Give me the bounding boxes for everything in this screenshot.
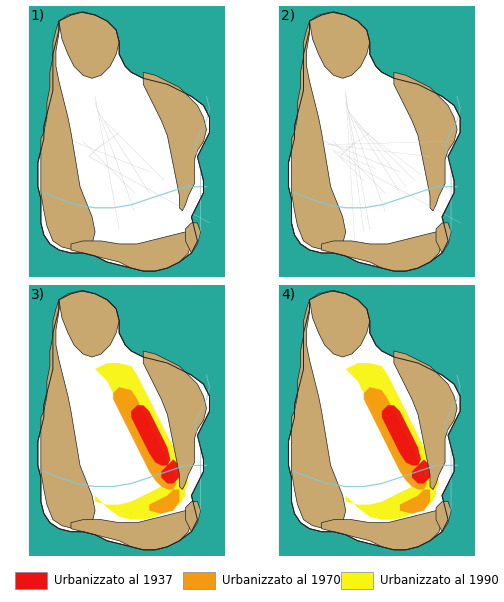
Polygon shape: [161, 459, 179, 483]
Polygon shape: [71, 232, 192, 271]
FancyBboxPatch shape: [183, 571, 215, 589]
Polygon shape: [95, 477, 185, 520]
Polygon shape: [131, 405, 170, 465]
Text: Urbanizzato al 1970: Urbanizzato al 1970: [222, 574, 341, 587]
Polygon shape: [400, 489, 430, 514]
Polygon shape: [41, 21, 95, 250]
Polygon shape: [143, 72, 207, 211]
Polygon shape: [143, 351, 207, 489]
Polygon shape: [185, 501, 201, 532]
Text: 3): 3): [31, 287, 45, 302]
Polygon shape: [59, 12, 119, 78]
Polygon shape: [436, 501, 451, 532]
Polygon shape: [288, 12, 460, 271]
Polygon shape: [29, 270, 239, 586]
Polygon shape: [38, 12, 210, 271]
Polygon shape: [364, 387, 427, 489]
Polygon shape: [149, 489, 179, 514]
Polygon shape: [71, 510, 192, 550]
Polygon shape: [279, 0, 490, 307]
Polygon shape: [346, 363, 439, 489]
Polygon shape: [309, 291, 370, 357]
Polygon shape: [59, 291, 119, 357]
Polygon shape: [346, 477, 436, 520]
Polygon shape: [382, 405, 421, 465]
Polygon shape: [41, 300, 95, 529]
Polygon shape: [394, 72, 457, 211]
Text: Urbanizzato al 1937: Urbanizzato al 1937: [54, 574, 173, 587]
FancyBboxPatch shape: [15, 571, 47, 589]
FancyBboxPatch shape: [341, 571, 373, 589]
Polygon shape: [185, 223, 201, 253]
Polygon shape: [288, 291, 460, 550]
Text: 2): 2): [281, 9, 295, 23]
Polygon shape: [95, 363, 188, 489]
Text: Urbanizzato al 1990: Urbanizzato al 1990: [381, 574, 499, 587]
Polygon shape: [412, 459, 430, 483]
Polygon shape: [322, 510, 442, 550]
Polygon shape: [113, 387, 176, 489]
Text: 1): 1): [31, 9, 45, 23]
Polygon shape: [436, 223, 451, 253]
Polygon shape: [309, 12, 370, 78]
Text: 4): 4): [281, 287, 295, 302]
Polygon shape: [394, 351, 457, 489]
Polygon shape: [29, 0, 239, 307]
Polygon shape: [279, 270, 490, 586]
Polygon shape: [38, 291, 210, 550]
Polygon shape: [291, 21, 346, 250]
Polygon shape: [322, 232, 442, 271]
Polygon shape: [291, 300, 346, 529]
